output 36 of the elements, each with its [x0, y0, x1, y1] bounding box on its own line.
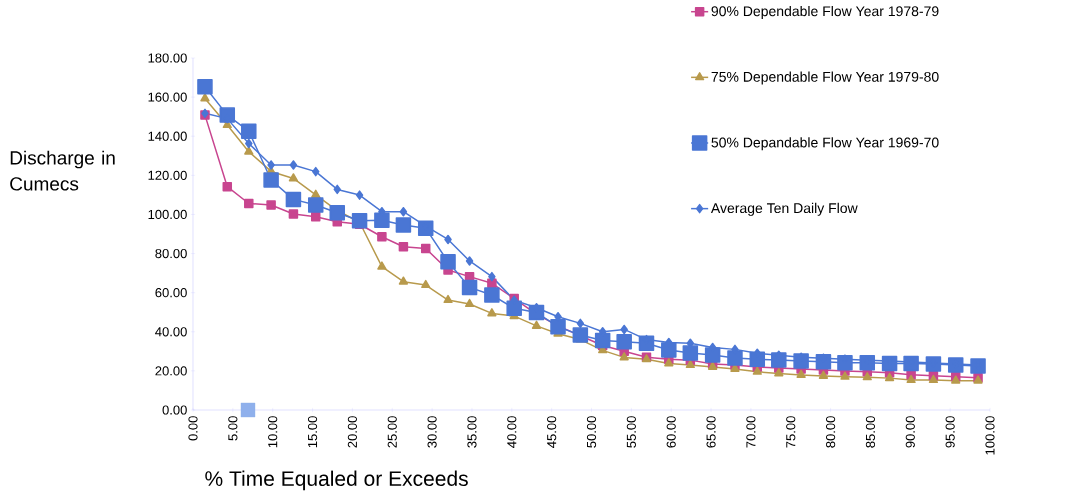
x-tick-label: 35.00 [467, 416, 477, 448]
y-tick-label: 20.00 [155, 366, 187, 376]
x-tick-label: 80.00 [826, 416, 836, 448]
legend-label: Average Ten Daily Flow [710, 202, 858, 216]
x-tick-label: 70.00 [746, 416, 756, 448]
y-tick-label: 100.00 [148, 209, 187, 220]
y-tick-label: 40.00 [155, 327, 187, 337]
x-tick-label: 75.00 [786, 416, 796, 448]
y-tick-label: 60.00 [155, 288, 187, 298]
y-tick-label: 80.00 [155, 248, 187, 259]
x-axis-title: % Time Equaled or Exceeds [205, 470, 468, 491]
x-tick-label: 100.00 [985, 416, 995, 455]
x-tick-label: 40.00 [507, 416, 517, 448]
x-tick-label: 50.00 [586, 416, 597, 448]
legend-label: 50% Depandable Flow Year 1969-70 [711, 137, 939, 151]
x-tick-label: 25.00 [387, 416, 397, 448]
legend-label: 90% Dependable Flow Year 1978-79 [711, 5, 939, 19]
x-tick-label: 15.00 [307, 416, 318, 448]
legend-label: 75% Dependable Flow Year 1979-80 [711, 71, 939, 85]
x-tick-label: 45.00 [547, 416, 557, 448]
x-tick-label: 55.00 [626, 416, 636, 448]
x-tick-label: 95.00 [945, 416, 955, 448]
x-tick-label: 60.00 [666, 416, 676, 448]
x-tick-label: 5.00 [228, 416, 238, 441]
x-tick-label: 10.00 [268, 416, 278, 448]
x-tick-label: 90.00 [905, 416, 915, 448]
y-tick-label: 180.00 [148, 53, 187, 63]
y-tick-label: 160.00 [148, 92, 187, 102]
x-tick-label: 85.00 [865, 416, 876, 448]
x-tick-label: 20.00 [347, 416, 357, 448]
y-tick-label: 120.00 [148, 170, 187, 180]
y-tick-label: 140.00 [148, 131, 187, 141]
y-axis-title: Discharge in Cumecs [10, 150, 115, 191]
x-tick-label: 65.00 [706, 416, 716, 448]
x-tick-label: 30.00 [427, 416, 437, 448]
y-tick-label: 0.00 [162, 405, 187, 415]
